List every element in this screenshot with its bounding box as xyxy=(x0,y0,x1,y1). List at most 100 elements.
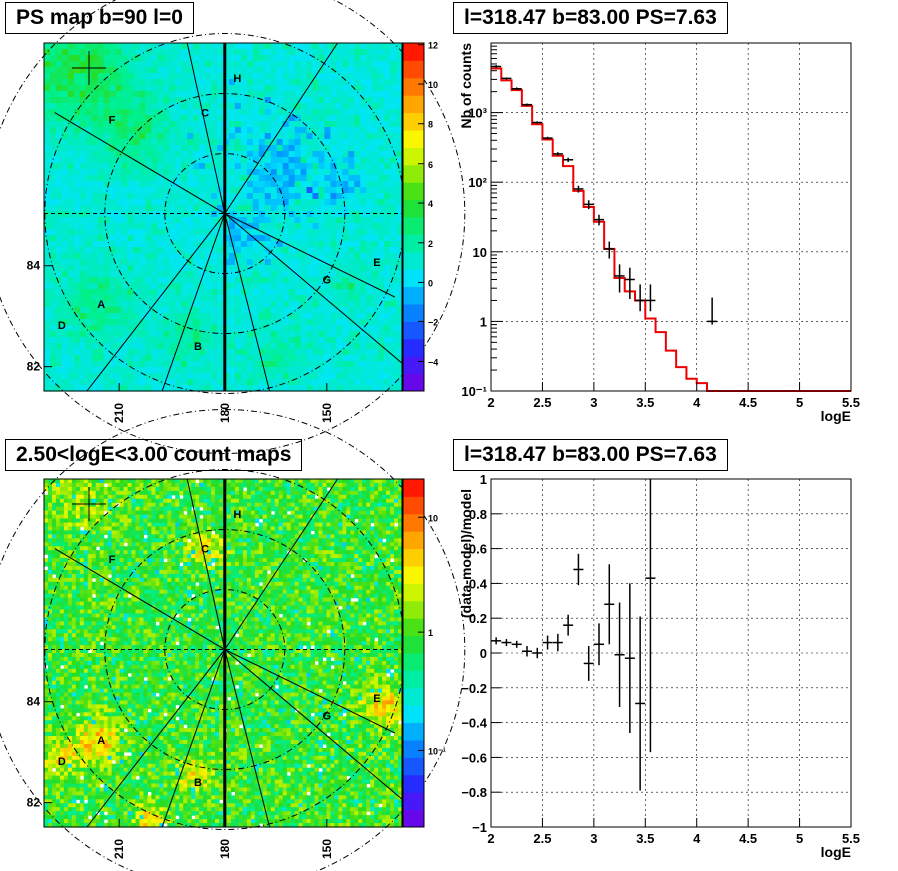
colorbar-tick-label: 10 xyxy=(428,513,438,523)
sector-label-a: A xyxy=(97,299,105,311)
sector-label-e: E xyxy=(373,693,380,705)
colorbar-band xyxy=(403,705,424,724)
sector-label-f: F xyxy=(109,115,116,127)
colorbar-band xyxy=(403,809,424,828)
colorbar-band xyxy=(403,182,424,201)
residual-y-tick-label: −0.4 xyxy=(461,716,487,731)
colorbar-band xyxy=(403,774,424,793)
sector-line xyxy=(224,478,338,650)
colorbar-band xyxy=(403,653,424,671)
sector-label-e: E xyxy=(373,257,380,269)
sector-label-a: A xyxy=(97,735,105,747)
residual-x-tick-label: 5 xyxy=(796,831,803,846)
colorbar-band xyxy=(403,77,424,96)
bottom-left-title: 2.50<logE<3.00 count maps xyxy=(5,439,303,471)
residual-x-tick-label: 4 xyxy=(693,831,701,846)
colorbar-tick-label: 0 xyxy=(428,278,433,288)
residual-y-tick-label: −0.8 xyxy=(461,785,487,800)
sector-line xyxy=(54,112,226,214)
sector-line xyxy=(224,213,403,364)
map-y-tick-label: 84 xyxy=(27,259,41,273)
colorbar-tick-label: 1 xyxy=(428,628,433,638)
sector-label-f: F xyxy=(109,554,116,566)
top-left-title: PS map b=90 l=0 xyxy=(5,2,194,34)
spectrum-x-tick-label: 4 xyxy=(693,395,701,410)
ps-colorbar xyxy=(403,43,424,392)
sector-line xyxy=(54,548,226,650)
spectrum-x-tick-label: 5.5 xyxy=(842,395,860,410)
spectrum-y-axis-label: Nb of counts xyxy=(458,43,474,129)
sector-line xyxy=(86,213,226,392)
colorbar-band xyxy=(403,722,424,741)
colorbar-band xyxy=(403,304,424,322)
region-circle xyxy=(0,409,466,871)
map-frame xyxy=(43,42,403,392)
colorbar-band xyxy=(403,43,424,61)
sector-label-b: B xyxy=(194,341,202,353)
spectrum-model-line xyxy=(491,67,851,392)
sector-label-h: H xyxy=(233,73,241,85)
sector-label-d: D xyxy=(58,320,66,332)
sector-line xyxy=(224,649,396,734)
sector-label-g: G xyxy=(323,711,332,723)
colorbar-band xyxy=(403,95,424,114)
residual-y-tick-label: 0.8 xyxy=(469,507,487,522)
sector-label-c: C xyxy=(201,108,209,120)
colorbar-band xyxy=(403,130,424,148)
map-y-tick-label: 82 xyxy=(27,796,41,810)
sector-label-h: H xyxy=(233,509,241,521)
colorbar-band xyxy=(403,600,424,619)
colorbar-band xyxy=(403,356,424,375)
bottom-right-title: l=318.47 b=83.00 PS=7.63 xyxy=(453,439,728,471)
spectrum-y-tick-label: 10³ xyxy=(468,106,487,121)
colorbar-tick-label: 2 xyxy=(428,239,433,249)
colorbar-band xyxy=(403,548,424,567)
residual-y-tick-label: 0.2 xyxy=(469,611,487,626)
residual-y-tick-label: 1 xyxy=(480,472,487,487)
colorbar-tick-label: 10⁻¹ xyxy=(428,746,446,756)
residual-x-tick-label: 3 xyxy=(590,831,597,846)
spectrum-frame xyxy=(490,42,852,392)
colorbar-band xyxy=(403,60,424,79)
colorbar-band xyxy=(403,792,424,811)
sector-label-c: C xyxy=(201,544,209,556)
spectrum-x-tick-label: 2 xyxy=(487,395,494,410)
sector-line xyxy=(186,42,226,214)
map-x-tick-label: 180 xyxy=(218,403,232,423)
spectrum-y-tick-label: 10² xyxy=(468,175,487,190)
colorbar-band xyxy=(403,234,424,253)
colorbar-band xyxy=(403,321,424,340)
colorbar-band xyxy=(403,496,424,515)
sector-line xyxy=(224,649,403,800)
residual-y-tick-label: 0 xyxy=(480,646,487,661)
spectrum-y-tick-label: 10 xyxy=(473,245,487,260)
map-x-tick-label: 180 xyxy=(218,839,232,859)
spectrum-x-tick-label: 2.5 xyxy=(533,395,551,410)
count-map-overlay xyxy=(0,409,466,871)
colorbar-band xyxy=(403,112,424,131)
colorbar-band xyxy=(403,531,424,550)
map-y-tick-label: 82 xyxy=(27,360,41,374)
spectrum-y-tick-label: 1 xyxy=(480,314,487,329)
colorbar-band xyxy=(403,338,424,357)
residual-x-tick-label: 2.5 xyxy=(533,831,551,846)
sector-line xyxy=(186,478,226,650)
colorbar-band xyxy=(403,566,424,584)
sector-label-d: D xyxy=(58,756,66,768)
colorbar-tick-label: −2 xyxy=(428,317,438,327)
map-y-tick-label: 84 xyxy=(27,695,41,709)
spectrum-x-tick-label: 5 xyxy=(796,395,803,410)
colorbar-band xyxy=(403,479,424,497)
colorbar-tick-label: 12 xyxy=(428,41,438,51)
spectrum-y-tick-label: 10⁻¹ xyxy=(461,384,487,399)
colorbar-band xyxy=(403,618,424,637)
colorbar-band xyxy=(403,286,424,305)
colorbar-band xyxy=(403,670,424,689)
colorbar-tick-label: 6 xyxy=(428,160,433,170)
ps-map-overlay xyxy=(0,0,466,454)
colorbar-frame xyxy=(402,478,425,828)
residual-y-tick-label: −1 xyxy=(472,820,487,835)
count-colorbar xyxy=(403,479,424,828)
spectrum-x-axis-label: logE xyxy=(821,408,851,424)
